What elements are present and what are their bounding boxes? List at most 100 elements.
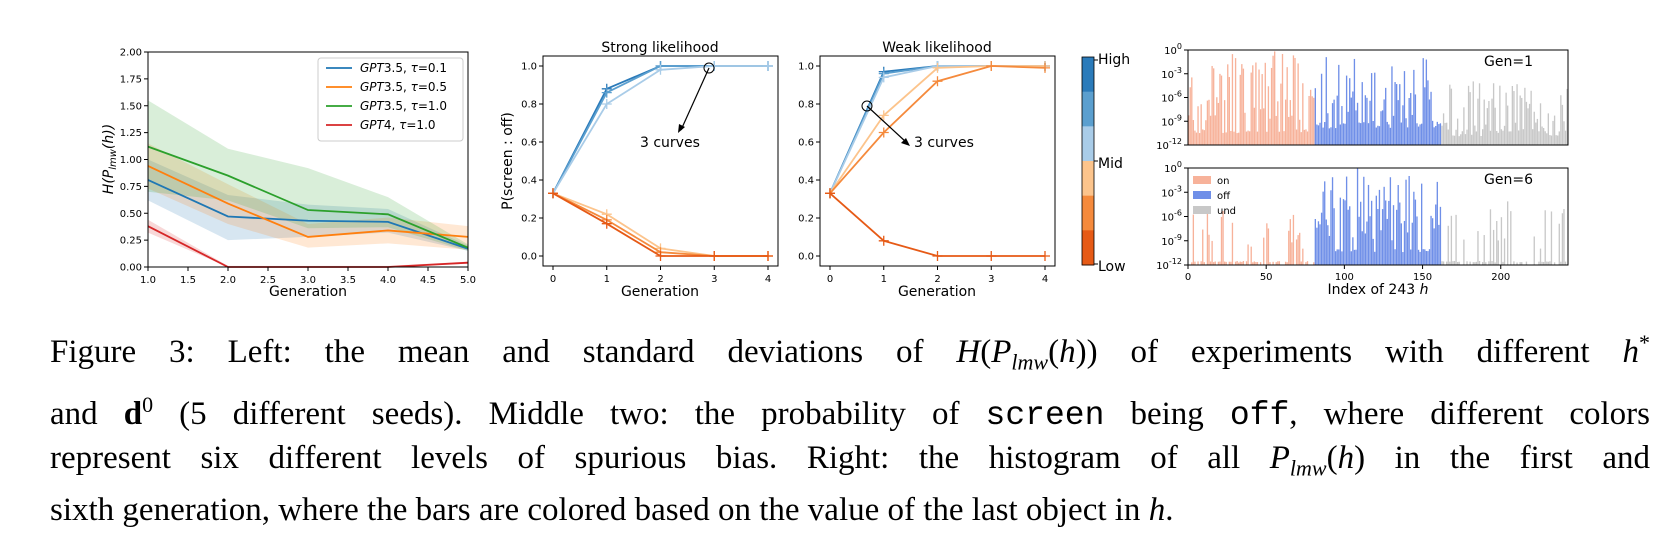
p4-bar [1339,124,1342,145]
p5-bar [1239,261,1241,265]
p5-bar [1234,261,1237,265]
p5-bar [1492,229,1495,265]
p5-bar [1338,249,1340,265]
p5-bar [1252,262,1254,265]
p5-bar [1502,261,1504,265]
p4-bar [1419,124,1421,145]
caption-line-3: represent six different levels of spurio… [50,439,1650,481]
p5-bar [1211,240,1213,265]
p5-bar [1334,251,1337,265]
bias-colorbar [1081,56,1098,266]
entropy-y-tick-label: 0.25 [120,236,142,247]
p2-y-tick-label: 1.0 [521,62,537,73]
p4-bar [1474,125,1476,145]
p4-bar [1561,104,1564,145]
colorbar-segment-0 [1082,57,1094,93]
p4-bar [1223,100,1226,145]
p4-y-tick-label: 100 [1164,42,1182,57]
p4-bar [1258,69,1260,145]
p5-bar [1494,262,1496,265]
p4-bar [1555,135,1557,145]
p4-bar [1433,127,1435,145]
p4-bar [1400,122,1403,145]
p5-bar [1446,261,1448,265]
p4-bar [1538,131,1540,145]
p5-bar [1317,221,1320,265]
p4-bar [1471,134,1473,145]
p4-bar [1230,130,1232,145]
p2-x-tick-label: 1 [604,274,610,285]
p5-x-tick-label: 150 [1413,272,1432,283]
p5-bar [1238,262,1240,265]
p4-bar [1198,133,1201,145]
weak-likelihood-chart: 0 1 2 3 4 0.0 0.2 0.4 0.6 0.8 1.0 Weak likelihood… [798,40,1130,300]
p5-bar [1345,176,1348,265]
p5-bar [1491,261,1493,265]
p4-bar [1294,57,1296,146]
p5-bar [1305,262,1307,265]
p2-y-tick-label: 0.2 [521,214,537,225]
p5-bar [1206,211,1209,265]
p4-bar [1436,121,1438,145]
p4-bar [1469,92,1471,145]
histogram-gen1: 100 10-3 10-6 10-9 10-12 Gen=1 [1156,42,1569,152]
weak-annotation-circle [861,100,873,112]
p4-y-tick-label: 10-3 [1161,66,1182,81]
p5-x-tick-label: 200 [1491,272,1510,283]
p2-series-0 [552,65,768,194]
p4-bar [1391,66,1393,145]
p4-bar [1389,127,1392,145]
p4-bar [1209,115,1212,145]
weak-chart-title: Weak likelihood [882,40,991,56]
p4-bar [1502,130,1504,145]
p5-bar [1475,261,1478,265]
p4-bar [1309,89,1312,145]
figure-canvas: 1.0 1.5 2.0 2.5 3.0 3.5 4.0 4.5 5.0 0.000.250.50… [101,40,1569,300]
p5-bar [1489,209,1492,265]
p3-point [878,110,889,121]
p5-bar [1297,235,1299,265]
p5-bar [1228,261,1230,265]
strong-y-label: P(screen : off) [500,112,516,210]
p4-bar [1370,73,1373,145]
p4-bar [1278,131,1281,145]
p3-point [1040,62,1050,73]
p4-bar [1349,78,1351,145]
p4-bar [1403,71,1406,145]
p5-x-tick-label: 0 [1185,272,1191,283]
p5-bar [1245,261,1248,265]
p5-bar [1546,261,1548,265]
p4-bar [1299,119,1301,145]
p5-bar [1300,261,1302,265]
p4-bar [1281,53,1284,145]
p4-bar [1350,97,1352,145]
p5-bar [1289,219,1291,265]
weak-annotation-text: 3 curves [914,135,974,151]
p4-bar [1508,131,1510,145]
p4-bar [1542,127,1545,145]
p5-bar [1422,249,1424,265]
p4-bar [1425,59,1428,146]
p5-bar [1380,230,1382,265]
p4-bar [1300,132,1302,145]
p3-y-tick-label: 0.6 [798,138,814,149]
p5-bar [1513,261,1515,265]
p5-bar [1225,261,1227,265]
p5-bar [1302,248,1304,265]
p4-bar [1363,122,1365,145]
p4-bar [1259,109,1262,145]
p5-bar [1416,216,1418,265]
entropy-y-tick-label: 1.50 [120,101,142,112]
p5-bar [1319,224,1321,265]
entropy-x-tick-label: 3.0 [300,275,316,286]
p5-bar [1223,261,1226,265]
p4-bar [1500,129,1503,145]
p4-bar [1402,105,1404,145]
p4-bar [1361,82,1363,145]
p5-bar [1381,209,1384,265]
p4-bar [1222,132,1224,145]
p4-bar [1442,113,1445,145]
strong-likelihood-chart: 0 1 2 3 4 0.0 0.2 0.4 0.6 0.8 1.0 Strong likeliho… [500,40,779,300]
p5-bar [1430,215,1432,265]
p5-bar [1342,199,1345,265]
